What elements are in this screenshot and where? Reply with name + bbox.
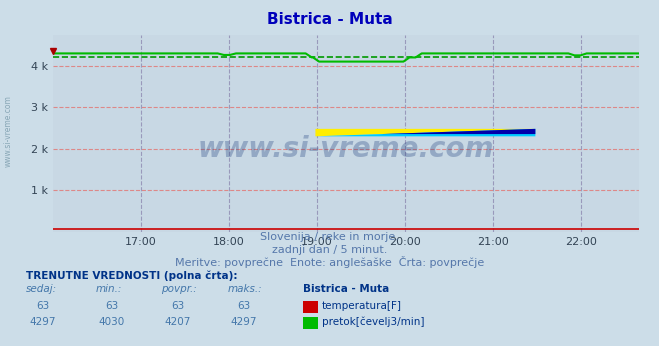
Text: 63: 63 — [171, 301, 185, 311]
Text: zadnji dan / 5 minut.: zadnji dan / 5 minut. — [272, 245, 387, 255]
Text: www.si-vreme.com: www.si-vreme.com — [198, 135, 494, 163]
Text: maks.:: maks.: — [227, 284, 262, 294]
Text: TRENUTNE VREDNOSTI (polna črta):: TRENUTNE VREDNOSTI (polna črta): — [26, 270, 238, 281]
Text: 4297: 4297 — [231, 317, 257, 327]
Text: www.si-vreme.com: www.si-vreme.com — [3, 95, 13, 167]
Text: Bistrica - Muta: Bistrica - Muta — [303, 284, 389, 294]
Text: sedaj:: sedaj: — [26, 284, 57, 294]
Text: 4207: 4207 — [165, 317, 191, 327]
Polygon shape — [382, 129, 535, 134]
Polygon shape — [316, 129, 535, 136]
Text: Slovenija / reke in morje.: Slovenija / reke in morje. — [260, 233, 399, 243]
Text: 4030: 4030 — [99, 317, 125, 327]
Text: 4297: 4297 — [30, 317, 56, 327]
Text: Bistrica - Muta: Bistrica - Muta — [267, 12, 392, 27]
Text: Meritve: povprečne  Enote: anglešaške  Črta: povprečje: Meritve: povprečne Enote: anglešaške Črt… — [175, 256, 484, 268]
Text: 63: 63 — [36, 301, 49, 311]
Text: povpr.:: povpr.: — [161, 284, 197, 294]
Text: 63: 63 — [105, 301, 119, 311]
Text: min.:: min.: — [96, 284, 122, 294]
Text: temperatura[F]: temperatura[F] — [322, 301, 401, 311]
Text: 63: 63 — [237, 301, 250, 311]
Polygon shape — [316, 129, 535, 136]
Text: pretok[čevelj3/min]: pretok[čevelj3/min] — [322, 317, 424, 327]
